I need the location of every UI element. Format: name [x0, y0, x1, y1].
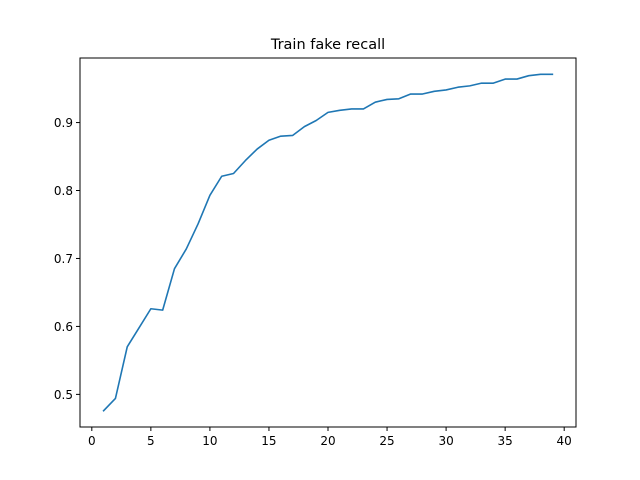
x-tick-label: 25: [379, 434, 394, 448]
x-tick-label: 5: [147, 434, 155, 448]
y-tick-label: 0.7: [54, 252, 73, 266]
y-tick-label: 0.5: [54, 388, 73, 402]
x-tick-label: 15: [261, 434, 276, 448]
x-tick-label: 20: [320, 434, 335, 448]
series-line-0: [102, 73, 554, 412]
chart-title: Train fake recall: [270, 37, 385, 53]
x-tick-label: 0: [88, 434, 96, 448]
x-tick-label: 40: [557, 434, 572, 448]
y-tick-label: 0.6: [54, 320, 73, 334]
x-tick-label: 30: [438, 434, 453, 448]
x-axis: 0 5 10 15 20 25 30 35 40: [88, 427, 572, 448]
x-tick-label: 35: [498, 434, 513, 448]
x-tick-label: 10: [202, 434, 217, 448]
plot-area: [102, 73, 554, 412]
y-tick-label: 0.8: [54, 184, 73, 198]
y-tick-label: 0.9: [54, 116, 73, 130]
y-axis: 0.5 0.6 0.7 0.8 0.9: [54, 116, 80, 402]
